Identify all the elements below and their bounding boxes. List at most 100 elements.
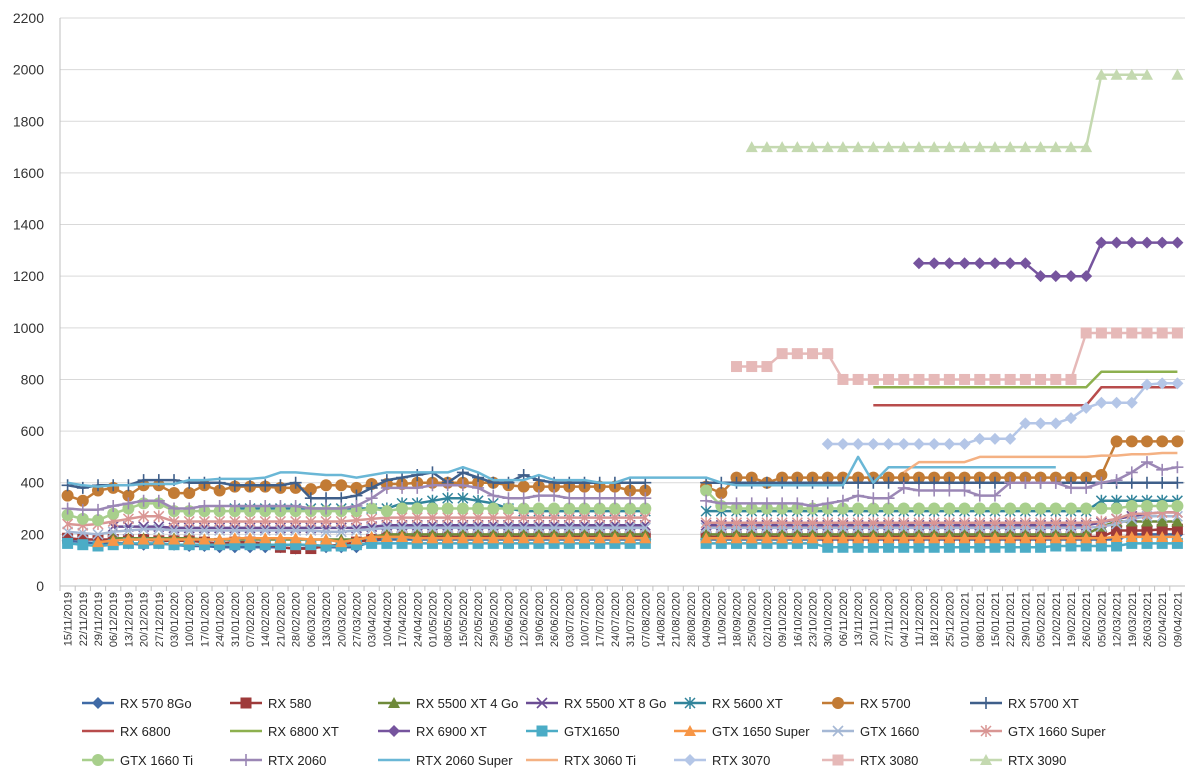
- data-point: [563, 492, 576, 505]
- data-point: [760, 497, 773, 510]
- data-point: [274, 479, 287, 492]
- legend-label: RX 5700 XT: [1008, 696, 1079, 711]
- x-tick-label: 05/06/2020: [503, 592, 515, 647]
- data-point: [1140, 456, 1153, 469]
- data-point: [912, 502, 925, 515]
- data-point: [1125, 68, 1138, 80]
- data-point: [320, 515, 332, 528]
- data-point: [1156, 515, 1169, 527]
- data-point: [821, 141, 834, 153]
- data-point: [1095, 515, 1107, 528]
- data-point: [457, 537, 469, 549]
- data-point: [807, 537, 819, 549]
- data-point: [1080, 540, 1092, 552]
- data-point: [1125, 515, 1138, 527]
- data-point: [426, 537, 438, 549]
- data-point: [259, 532, 272, 544]
- legend-entry: RTX 3060 Ti: [526, 753, 636, 768]
- data-point: [821, 438, 834, 450]
- data-point: [1140, 435, 1153, 448]
- data-point: [365, 530, 378, 542]
- data-point: [92, 536, 105, 548]
- data-point: [244, 499, 257, 512]
- legend-entry: RX 5500 XT 4 Go: [378, 696, 518, 711]
- data-point: [973, 502, 986, 515]
- x-tick-label: 14/08/2020: [656, 592, 668, 647]
- legend-label: GTX 1660: [860, 724, 919, 739]
- data-point: [1004, 476, 1017, 489]
- data-point: [1065, 516, 1077, 529]
- data-point: [518, 522, 530, 534]
- data-point: [745, 141, 758, 153]
- data-point: [244, 539, 256, 551]
- legend-entry: RTX 3090: [970, 753, 1066, 768]
- data-point: [305, 524, 317, 537]
- data-point: [822, 516, 834, 529]
- data-point: [578, 502, 591, 515]
- x-tick-label: 13/03/2020: [321, 592, 333, 647]
- data-point: [396, 522, 408, 534]
- legend-entry: GTX1650: [526, 724, 620, 739]
- data-point: [320, 533, 333, 545]
- data-point: [183, 524, 195, 537]
- data-point: [959, 516, 971, 529]
- data-point: [1171, 499, 1184, 512]
- data-point: [791, 141, 804, 153]
- data-point: [1110, 530, 1123, 542]
- x-tick-label: 08/01/2021: [975, 592, 987, 647]
- data-point: [988, 141, 1001, 153]
- data-point: [821, 497, 834, 510]
- data-point: [1080, 532, 1093, 544]
- data-point: [624, 492, 637, 505]
- series-rx-5700: [61, 435, 1184, 507]
- data-point: [472, 537, 484, 549]
- data-point: [806, 532, 819, 544]
- legend-label: GTX1650: [564, 724, 620, 739]
- data-point: [867, 516, 879, 529]
- data-point: [1019, 257, 1032, 270]
- data-point: [928, 516, 940, 529]
- data-point: [366, 523, 378, 535]
- data-point: [1125, 435, 1138, 448]
- data-point: [259, 479, 272, 492]
- data-point: [1141, 327, 1153, 339]
- data-point: [852, 541, 864, 553]
- data-point: [1156, 327, 1168, 339]
- data-point: [806, 141, 819, 153]
- data-point: [532, 480, 545, 493]
- x-tick-label: 28/08/2020: [686, 592, 698, 647]
- data-point: [229, 539, 241, 551]
- x-tick-label: 27/12/2019: [154, 592, 166, 647]
- data-point: [350, 489, 363, 502]
- legend-label: GTX 1650 Super: [712, 724, 810, 739]
- data-point: [943, 257, 956, 270]
- data-point: [1034, 270, 1047, 283]
- data-point: [1064, 412, 1077, 425]
- series-rtx-3080: [731, 327, 1183, 385]
- data-point: [290, 515, 302, 528]
- data-point: [761, 361, 773, 373]
- data-point: [1019, 532, 1032, 544]
- data-point: [852, 476, 865, 489]
- data-point: [882, 476, 895, 489]
- data-point: [426, 522, 439, 534]
- data-point: [852, 373, 864, 385]
- data-point: [305, 515, 317, 528]
- x-tick-label: 22/05/2020: [473, 592, 485, 647]
- data-point: [928, 373, 940, 385]
- legend-label: RX 580: [268, 696, 311, 711]
- x-tick-label: 16/10/2020: [792, 592, 804, 647]
- data-point: [1171, 515, 1184, 527]
- legend-marker: [980, 697, 992, 709]
- data-point: [700, 484, 713, 497]
- data-point: [700, 494, 713, 507]
- data-point: [335, 536, 348, 548]
- data-point: [897, 481, 910, 494]
- data-point: [974, 373, 986, 385]
- data-point: [1034, 417, 1047, 430]
- data-point: [1004, 373, 1016, 385]
- data-point: [457, 492, 469, 505]
- data-point: [883, 516, 895, 529]
- data-point: [898, 373, 910, 385]
- data-point: [1095, 236, 1108, 249]
